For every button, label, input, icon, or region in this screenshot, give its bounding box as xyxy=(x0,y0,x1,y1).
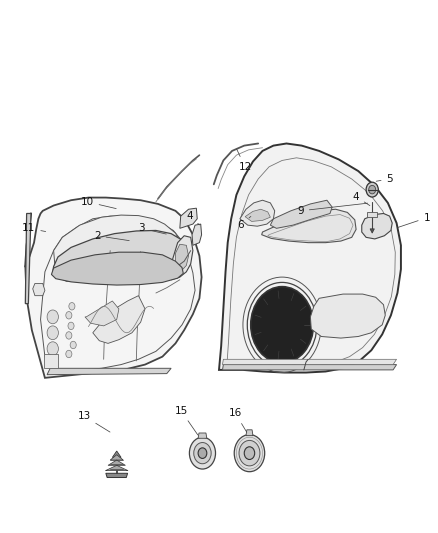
Text: 4: 4 xyxy=(186,211,199,225)
Polygon shape xyxy=(25,214,31,304)
Text: 13: 13 xyxy=(78,411,110,432)
Polygon shape xyxy=(198,433,207,438)
Polygon shape xyxy=(47,368,171,375)
Circle shape xyxy=(194,442,211,464)
Circle shape xyxy=(47,326,58,340)
Polygon shape xyxy=(171,236,193,280)
Circle shape xyxy=(234,434,265,472)
Circle shape xyxy=(47,342,58,356)
Polygon shape xyxy=(246,430,253,435)
Polygon shape xyxy=(311,294,385,338)
Polygon shape xyxy=(33,284,45,296)
Polygon shape xyxy=(53,230,187,274)
Polygon shape xyxy=(245,209,270,221)
Ellipse shape xyxy=(338,296,361,309)
Polygon shape xyxy=(219,143,401,373)
Text: 2: 2 xyxy=(94,231,129,241)
Circle shape xyxy=(189,437,215,469)
Polygon shape xyxy=(110,455,123,460)
Text: 9: 9 xyxy=(297,203,367,216)
Text: 15: 15 xyxy=(174,406,198,435)
Polygon shape xyxy=(362,214,392,239)
Polygon shape xyxy=(106,473,127,478)
Polygon shape xyxy=(51,252,184,285)
Text: 1: 1 xyxy=(398,213,430,228)
Polygon shape xyxy=(44,354,58,368)
Polygon shape xyxy=(113,451,121,457)
Text: 4: 4 xyxy=(353,191,370,206)
Circle shape xyxy=(198,448,207,458)
Polygon shape xyxy=(270,200,332,228)
Circle shape xyxy=(68,322,74,329)
Text: 16: 16 xyxy=(229,408,247,432)
Circle shape xyxy=(251,287,314,363)
Text: 11: 11 xyxy=(22,223,46,233)
Text: 3: 3 xyxy=(138,223,166,234)
Polygon shape xyxy=(176,244,188,272)
Polygon shape xyxy=(25,198,201,378)
Polygon shape xyxy=(85,301,119,326)
Polygon shape xyxy=(192,224,201,245)
Circle shape xyxy=(66,350,72,358)
Text: 5: 5 xyxy=(376,174,393,184)
Circle shape xyxy=(369,185,376,194)
Polygon shape xyxy=(108,460,125,465)
Circle shape xyxy=(70,341,76,349)
Polygon shape xyxy=(53,215,184,281)
Polygon shape xyxy=(223,359,396,365)
Polygon shape xyxy=(367,212,378,217)
Polygon shape xyxy=(106,465,128,471)
Text: 10: 10 xyxy=(81,197,116,208)
Circle shape xyxy=(366,182,378,197)
Text: 6: 6 xyxy=(238,216,251,230)
Circle shape xyxy=(239,440,260,466)
Text: 12: 12 xyxy=(237,149,252,172)
Circle shape xyxy=(244,447,254,459)
Polygon shape xyxy=(261,209,356,243)
Polygon shape xyxy=(240,200,275,226)
Polygon shape xyxy=(370,229,374,233)
Circle shape xyxy=(66,312,72,319)
Polygon shape xyxy=(93,296,145,343)
Circle shape xyxy=(69,303,75,310)
Polygon shape xyxy=(223,365,396,370)
Circle shape xyxy=(66,332,72,339)
Circle shape xyxy=(47,310,58,324)
Polygon shape xyxy=(180,208,197,228)
